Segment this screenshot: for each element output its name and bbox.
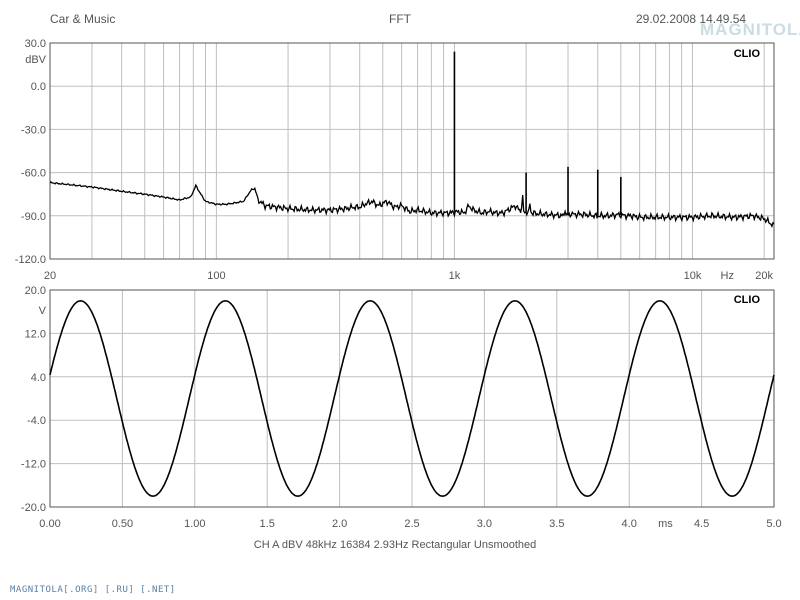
wave-y-axis-label: V — [39, 305, 47, 317]
fft-x-tick-label: 10k — [684, 270, 702, 282]
fft-chart: 30.0 0.0 -30.0 -60.0 -90.0 -120.0 dBV 20 100 1k 10… — [15, 38, 775, 282]
fft-y-tick-label: -30.0 — [21, 124, 46, 136]
analysis-type: FFT — [389, 12, 411, 26]
fft-spectrum-line — [49, 181, 775, 229]
timestamp: 29.02.2008 14.49.54 — [636, 12, 747, 26]
fft-plot-frame — [49, 42, 775, 260]
wave-y-tick-label: 20.0 — [25, 285, 46, 297]
wave-x-tick-label: 0.00 — [39, 518, 60, 530]
fft-x-tick-label: 1k — [449, 270, 461, 282]
wave-x-tick-label: 0.50 — [112, 518, 133, 530]
measurement-status-line: CH A dBV 48kHz 16384 2.93Hz Rectangular … — [254, 539, 537, 551]
wave-y-tick-label: 4.0 — [31, 372, 46, 384]
wave-x-tick-label: 3.0 — [477, 518, 492, 530]
fft-x-axis-label: Hz — [721, 270, 734, 282]
wave-x-tick-label: 2.5 — [404, 518, 419, 530]
wave-y-tick-label: -4.0 — [27, 415, 46, 427]
footer-text: MAGNITOLA[.ORG] [.RU] [.NET] — [10, 585, 176, 595]
wave-x-tick-label: 5.0 — [766, 518, 781, 530]
waveform-line — [49, 300, 775, 497]
wave-plot-frame — [49, 289, 775, 508]
fft-brand-label: CLIO — [734, 48, 761, 60]
app-name: Car & Music — [50, 12, 116, 26]
fft-x-tick-label: 20 — [44, 270, 56, 282]
fft-x-tick-label: 20k — [755, 270, 773, 282]
fft-y-tick-label: -90.0 — [21, 211, 46, 223]
wave-x-tick-label: 1.00 — [184, 518, 205, 530]
wave-x-tick-label: 4.5 — [694, 518, 709, 530]
fft-y-tick-label: -120.0 — [15, 254, 46, 266]
wave-x-tick-label: 1.5 — [260, 518, 275, 530]
wave-x-tick-label: 2.0 — [332, 518, 347, 530]
wave-brand-label: CLIO — [734, 294, 761, 306]
fft-y-tick-label: 30.0 — [25, 38, 46, 50]
wave-x-axis-label: ms — [658, 518, 673, 530]
wave-x-tick-label: 3.5 — [549, 518, 564, 530]
fft-y-axis-label: dBV — [25, 54, 46, 66]
fft-y-tick-label: 0.0 — [31, 81, 46, 93]
wave-y-tick-label: 12.0 — [25, 328, 46, 340]
fft-x-tick-label: 100 — [207, 270, 225, 282]
wave-x-tick-label: 4.0 — [622, 518, 637, 530]
watermark-logo: MAGNITOLA — [700, 20, 800, 39]
waveform-chart: 0.00 0.50 1.00 1.5 2.0 2.5 3.0 3.5 4.0 4.5 5.0 ms 20… — [21, 285, 782, 551]
wave-y-tick-label: -20.0 — [21, 502, 46, 514]
fft-y-tick-label: -60.0 — [21, 168, 46, 180]
wave-y-tick-label: -12.0 — [21, 459, 46, 471]
